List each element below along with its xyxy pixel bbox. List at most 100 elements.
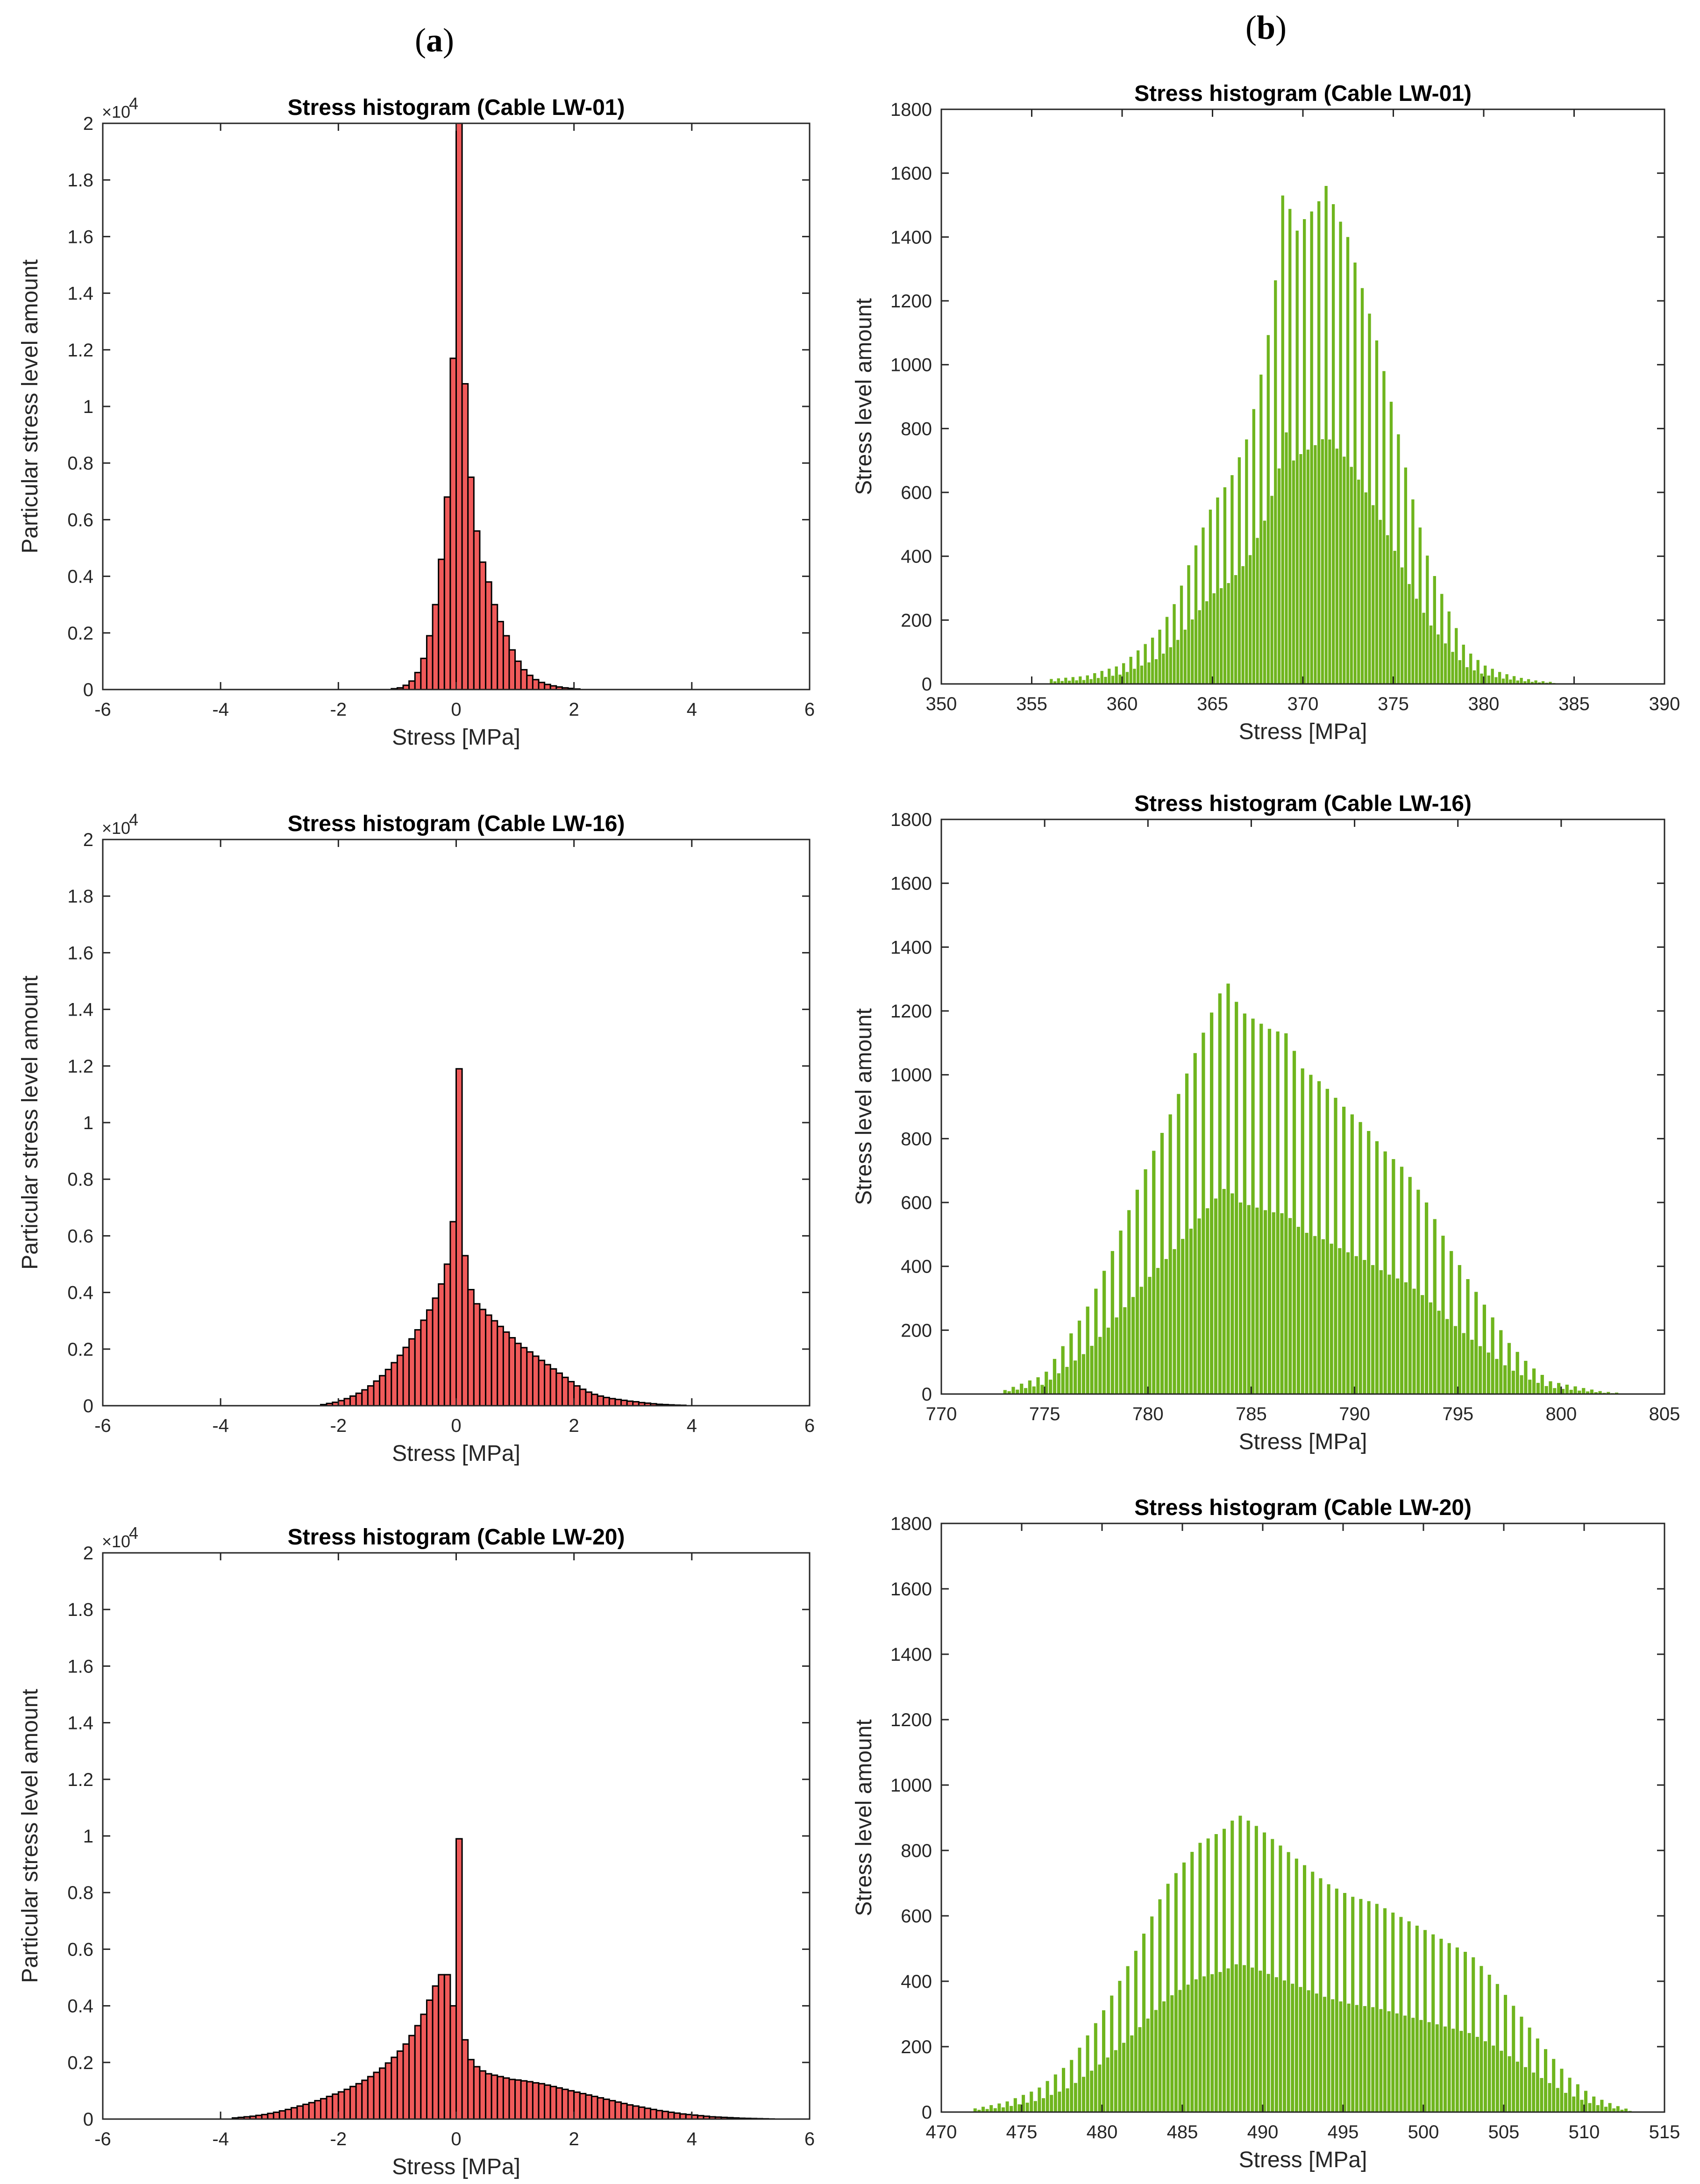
x-tick-label: 775 [1029,1404,1060,1424]
x-axis-label: Stress [MPa] [392,2155,520,2179]
histogram-bar [1359,1899,1363,2112]
histogram-bar [1193,1053,1197,1394]
x-tick-label: 350 [926,694,957,714]
x-tick-label: -4 [212,699,229,720]
histogram-bar [1005,2101,1009,2112]
histogram-bar [1033,2101,1037,2113]
histogram-bar [379,1375,386,1407]
chart-title: Stress histogram (Cable LW-20) [288,1525,625,1550]
histogram-bar [420,1319,427,1407]
histogram-bar [1168,1114,1172,1394]
histogram-bar [1100,671,1103,684]
y-tick-label: 1800 [890,1514,932,1534]
histogram-bar [1246,1821,1250,2113]
histogram-bar [1169,647,1172,684]
histogram-bar [1174,1873,1178,2112]
histogram-bar [1133,669,1136,684]
histogram-bar [1588,2103,1592,2112]
histogram-bar [614,2101,622,2120]
x-tick-label: -6 [94,2129,111,2149]
histogram-bar [614,1399,622,1407]
histogram-bar [1104,676,1107,684]
histogram-bar [1393,551,1396,684]
histogram-bar [1429,1302,1433,1394]
histogram-bar [491,2074,498,2120]
y-tick-label: 1.4 [67,1000,93,1020]
histogram-bar [1064,677,1067,684]
histogram-bar [1453,1326,1458,1394]
y-tick-label: 1200 [890,1001,932,1022]
histogram-bar [1311,1871,1315,2112]
histogram-bar [1379,2009,1383,2112]
histogram-bar [414,672,422,690]
histogram-bar [1065,1366,1069,1394]
histogram-bar [1086,1306,1089,1394]
histogram-bar [973,2108,977,2113]
histogram-bar [455,1068,463,1407]
histogram-bar [1036,1377,1040,1394]
histogram-bar [1238,1202,1243,1394]
histogram-bar [1050,2095,1053,2112]
x-tick-label: 800 [1545,1404,1577,1424]
y-tick-label: 0.8 [67,1883,93,1903]
histogram-bar [1620,2109,1624,2112]
chart-title: Stress histogram (Cable LW-16) [1134,791,1472,816]
histogram-bar [1205,601,1209,684]
histogram-bar [1183,629,1187,684]
histogram-bar [1482,1304,1487,1394]
histogram-bar [993,2108,997,2112]
histogram-bar [1321,1239,1325,1394]
x-tick-label: 385 [1558,694,1590,714]
histogram-bar [1568,2077,1572,2112]
histogram-bar [1444,2026,1447,2112]
histogram-bar [1451,2028,1455,2112]
histogram-bar [1520,2016,1523,2112]
histogram-bar [1582,1388,1586,1394]
histogram-bar [644,2107,652,2120]
histogram-bar [1552,2059,1556,2112]
histogram-bar [1214,1834,1218,2112]
x-axis-label: Stress [MPa] [392,1441,520,1466]
histogram-bar [1197,1218,1201,1394]
histogram-bar [608,2100,616,2120]
histogram-bar [520,1347,528,1407]
histogram-bar [1251,1967,1254,2112]
histogram-bar [1090,2070,1094,2112]
x-axis-label: Stress [MPa] [1239,1430,1367,1454]
histogram-bar [1487,1975,1491,2112]
histogram-bar [361,1389,369,1407]
histogram-bar [514,1343,522,1407]
histogram-bar [1303,1865,1307,2112]
histogram-bar [1263,1832,1266,2112]
histogram-bar [1440,594,1444,684]
y-tick-label: 0 [922,1384,932,1405]
histogram-bar [1231,1821,1234,2113]
histogram-bar [320,2098,327,2120]
y-tick-label: 1.6 [67,227,93,247]
x-tick-label: 805 [1649,1404,1680,1424]
histogram-bar [1139,1287,1143,1394]
x-tick-label: 0 [451,1416,461,1436]
histogram-bar [1122,2042,1126,2112]
histogram-bar [1451,652,1454,684]
y-tick-label: 0.2 [67,1339,93,1360]
histogram-bar [579,2092,587,2120]
histogram-bar [1130,2035,1134,2112]
x-tick-label: 510 [1569,2122,1600,2142]
x-tick-label: -2 [330,2129,347,2149]
histogram-bar [1292,460,1295,684]
histogram-bar [449,1221,457,1407]
histogram-bar [1415,598,1418,684]
y-tick-label: 600 [901,1193,932,1213]
chart-b1: 350 355 360 365 370 375 380 385 390 0 200 400 600 800… [852,81,1680,744]
histogram-bar [1299,1987,1302,2112]
histogram-bar [1191,619,1194,684]
histogram-bar [1386,535,1389,684]
chart-a1: -6 -4 -2 0 2 4 6 0 0.2 0.4 0.6 0.8 1 1.2 1.4 1.6 1.8 2 ×10… [18,94,815,750]
histogram-bar [520,2080,528,2120]
y-tick-label: 1 [83,1113,93,1133]
histogram-bar [1604,2106,1608,2113]
y-tick-label: 0.6 [67,510,93,530]
histogram-bar [408,2035,416,2120]
histogram-bar [1331,1999,1335,2112]
